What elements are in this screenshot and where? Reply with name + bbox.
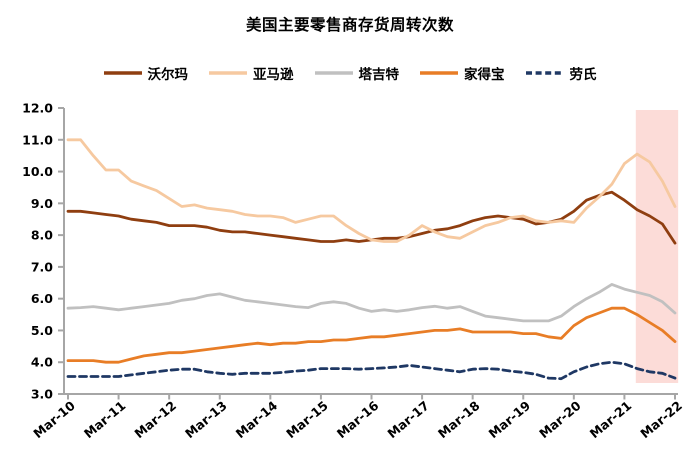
legend-label-amazon: 亚马逊 [253, 67, 294, 83]
x-tick-label: Mar-19 [486, 398, 534, 441]
legend-swatch-target [314, 71, 353, 75]
x-tick-label: Mar-14 [233, 398, 281, 442]
y-tick-label: 3.0 [31, 387, 53, 402]
y-tick-label: 6.0 [31, 291, 53, 306]
axis-lines [63, 108, 678, 395]
y-tick-label: 4.0 [31, 355, 53, 370]
legend-label-walmart: 沃尔玛 [147, 67, 189, 83]
x-tick-label: Mar-18 [435, 398, 483, 441]
y-tick-label: 8.0 [31, 228, 53, 243]
legend-label-target: 塔吉特 [358, 67, 400, 83]
x-tick-label: Mar-16 [334, 398, 382, 442]
chart-legend: 沃尔玛 亚马逊 塔吉特 家得宝 劳氏 [0, 63, 700, 83]
legend-label-home-depot: 家得宝 [464, 67, 505, 83]
series-line-lowes [66, 360, 677, 381]
legend-item-target: 塔吉特 [314, 63, 400, 83]
legend-label-lowes: 劳氏 [569, 67, 597, 83]
series-line-amazon [66, 138, 677, 243]
legend-item-walmart: 沃尔玛 [103, 63, 189, 83]
y-axis-labels: 3.0 4.0 5.0 6.0 7.0 8.0 9.0 10.0 11.0 12.0 [22, 101, 64, 402]
series-line-target [66, 282, 677, 323]
legend-swatch-lowes [525, 71, 564, 75]
x-axis-labels: Mar-10 Mar-11 Mar-12 Mar-13 Mar-14 Mar-15 Mar-… [30, 394, 685, 441]
legend-item-home-depot: 家得宝 [420, 63, 505, 83]
y-tick-label: 12.0 [22, 101, 53, 116]
series-line-walmart [66, 190, 677, 245]
x-tick-label: Mar-13 [182, 398, 230, 441]
x-tick-label: Mar-15 [283, 398, 331, 441]
y-tick-label: 10.0 [22, 164, 53, 179]
x-tick-label: Mar-21 [587, 398, 635, 441]
y-tick-label: 9.0 [31, 196, 53, 211]
legend-item-amazon: 亚马逊 [209, 63, 294, 83]
x-tick-label: Mar-10 [30, 398, 78, 442]
x-tick-label: Mar-11 [81, 398, 129, 441]
y-tick-label: 11.0 [22, 132, 53, 147]
highlight-band-recent-year [635, 110, 679, 383]
y-tick-label: 5.0 [31, 323, 53, 338]
chart-title: 美国主要零售商存货周转次数 [245, 16, 454, 34]
legend-swatch-amazon [209, 71, 247, 75]
x-tick-label: Mar-22 [637, 398, 685, 441]
x-tick-label: Mar-17 [384, 398, 432, 441]
legend-swatch-walmart [103, 71, 142, 75]
y-tick-label: 7.0 [31, 259, 53, 274]
series-line-home-depot [66, 306, 677, 364]
x-tick-label: Mar-20 [536, 398, 584, 442]
legend-swatch-home-depot [420, 71, 458, 75]
x-tick-label: Mar-12 [131, 398, 179, 441]
legend-item-lowes: 劳氏 [525, 63, 597, 83]
